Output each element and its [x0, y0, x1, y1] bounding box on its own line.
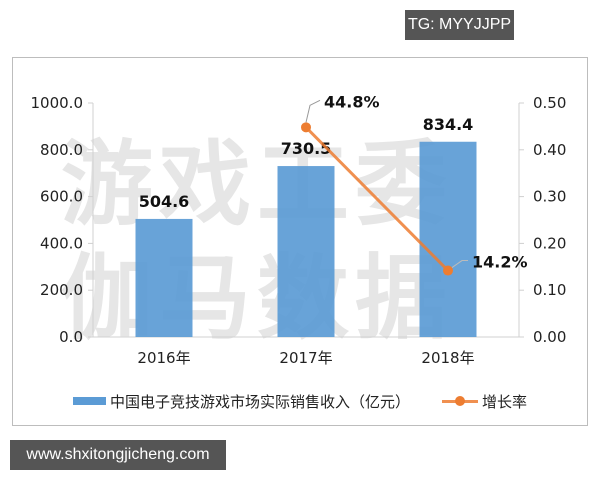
x-tick-label: 2016年 [137, 349, 190, 367]
site-url-badge: www.shxitongjicheng.com [10, 440, 226, 470]
legend-bar-label: 中国电子竞技游戏市场实际销售收入（亿元） [110, 392, 411, 411]
bar-value-label: 504.6 [139, 192, 190, 211]
right-tick-label: 0.50 [533, 94, 566, 112]
left-tick-label: 800.0 [40, 141, 83, 159]
legend-line-swatch [442, 395, 479, 407]
growth-rate-label: 14.2% [472, 253, 528, 272]
tg-watermark-badge: TG: MYYJJPP [405, 10, 514, 40]
bar-value-label: 834.4 [423, 115, 474, 134]
right-tick-label: 0.20 [533, 234, 566, 252]
legend-bar-swatch [73, 397, 106, 405]
watermark-row2: 伽马数据 [61, 245, 453, 352]
bar-2016年 [135, 218, 193, 337]
right-tick-label: 0.00 [533, 328, 566, 346]
bar-2018年 [419, 141, 477, 337]
left-tick-label: 400.0 [40, 234, 83, 252]
label-leader [451, 260, 468, 268]
right-tick-label: 0.40 [533, 141, 566, 159]
legend-line-label: 增长率 [482, 392, 528, 411]
chart-frame: 游戏工委 伽马数据 0.0 200.0 400.0 600.0 800.0 1000.0 0.0… [12, 57, 588, 426]
bar-value-label: 730.5 [281, 139, 332, 158]
watermark-row1: 游戏工委 [61, 131, 453, 238]
bar-2017年 [277, 166, 335, 337]
left-tick-label: 0.0 [59, 328, 83, 346]
x-tick-label: 2017年 [279, 349, 332, 367]
growth-rate-label: 44.8% [324, 92, 380, 111]
left-tick-label: 600.0 [40, 188, 83, 206]
growth-rate-point [301, 122, 311, 133]
growth-rate-point [443, 265, 453, 276]
growth-rate-line [304, 126, 450, 272]
label-leader [305, 99, 321, 123]
left-tick-label: 200.0 [40, 281, 83, 299]
x-tick-label: 2018年 [421, 349, 474, 367]
right-tick-label: 0.30 [533, 188, 566, 206]
left-tick-label: 1000.0 [31, 94, 84, 112]
chart-legend: 中国电子竞技游戏市场实际销售收入（亿元） 增长率 [73, 388, 527, 414]
right-tick-label: 0.10 [533, 281, 566, 299]
